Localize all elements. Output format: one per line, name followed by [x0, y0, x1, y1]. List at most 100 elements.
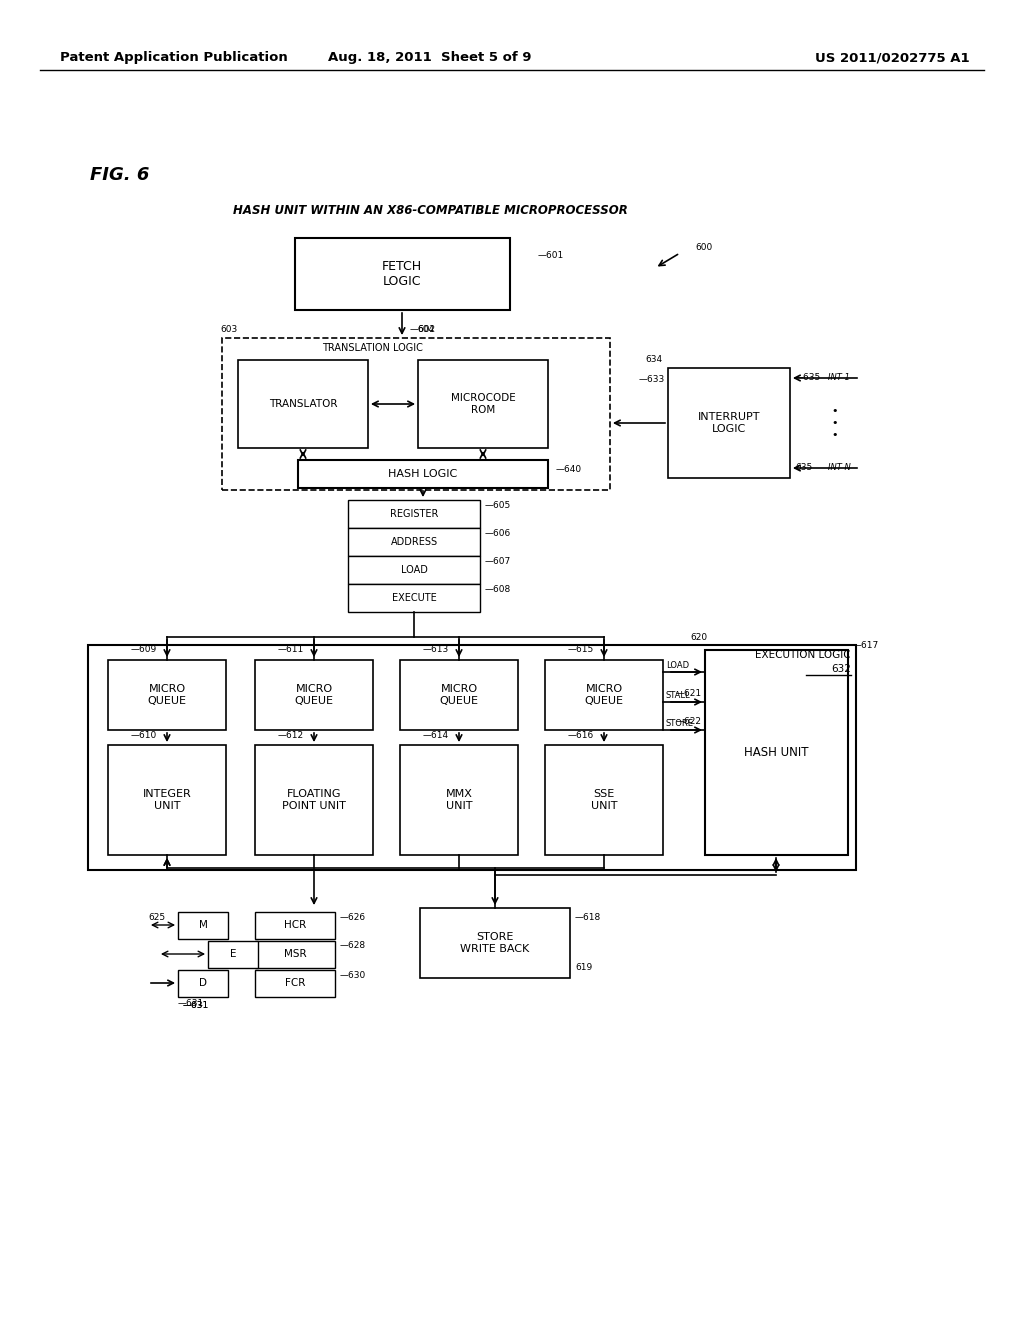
Text: MICROCODE
ROM: MICROCODE ROM: [451, 393, 515, 414]
Text: —618: —618: [575, 913, 601, 923]
Text: MSR: MSR: [284, 949, 306, 960]
Bar: [178, 970, 228, 997]
Text: US 2011/0202775 A1: US 2011/0202775 A1: [815, 51, 970, 65]
Text: —621: —621: [676, 689, 702, 698]
Text: MMX
UNIT: MMX UNIT: [445, 789, 472, 810]
Text: STORE: STORE: [666, 718, 694, 727]
Text: 634: 634: [646, 355, 663, 364]
Text: MICRO
QUEUE: MICRO QUEUE: [295, 684, 334, 706]
Text: —616: —616: [567, 730, 594, 739]
Text: INTERRUPT
LOGIC: INTERRUPT LOGIC: [697, 412, 760, 434]
Text: 600: 600: [695, 243, 713, 252]
Text: HASH LOGIC: HASH LOGIC: [388, 469, 458, 479]
Bar: [705, 649, 848, 855]
Text: —610: —610: [131, 730, 157, 739]
Text: —617: —617: [853, 640, 880, 649]
Bar: [348, 583, 480, 612]
Text: 603: 603: [220, 326, 238, 334]
Text: 620: 620: [690, 634, 708, 643]
Text: HASH UNIT: HASH UNIT: [743, 746, 808, 759]
Text: HASH UNIT WITHIN AN X86-COMPATIBLE MICROPROCESSOR: HASH UNIT WITHIN AN X86-COMPATIBLE MICRO…: [232, 203, 628, 216]
Bar: [108, 744, 226, 855]
Text: MICRO
QUEUE: MICRO QUEUE: [439, 684, 478, 706]
Text: INTEGER
UNIT: INTEGER UNIT: [142, 789, 191, 810]
Bar: [668, 368, 790, 478]
Text: —602: —602: [410, 326, 436, 334]
Bar: [238, 360, 368, 447]
Text: LOAD: LOAD: [666, 660, 689, 669]
Bar: [545, 660, 663, 730]
Bar: [255, 912, 335, 939]
Bar: [400, 744, 518, 855]
Text: MICRO
QUEUE: MICRO QUEUE: [147, 684, 186, 706]
Bar: [208, 941, 258, 968]
Text: TRANSLATOR: TRANSLATOR: [268, 399, 337, 409]
Text: —631: —631: [183, 1001, 209, 1010]
Text: INT 1: INT 1: [828, 374, 850, 383]
Text: —630: —630: [340, 970, 367, 979]
Bar: [348, 556, 480, 583]
Bar: [108, 660, 226, 730]
Text: Aug. 18, 2011  Sheet 5 of 9: Aug. 18, 2011 Sheet 5 of 9: [329, 51, 531, 65]
Bar: [255, 744, 373, 855]
Text: FLOATING
POINT UNIT: FLOATING POINT UNIT: [282, 789, 346, 810]
Text: —631: —631: [183, 1002, 209, 1011]
Text: REGISTER: REGISTER: [390, 510, 438, 519]
Text: —614: —614: [423, 730, 449, 739]
Text: 635: 635: [795, 463, 812, 473]
Text: E: E: [229, 949, 237, 960]
Text: —606: —606: [485, 529, 511, 539]
Bar: [88, 645, 856, 870]
Bar: [255, 941, 335, 968]
Bar: [255, 970, 335, 997]
Text: —611: —611: [278, 645, 304, 655]
Text: INT N: INT N: [828, 463, 851, 473]
Bar: [298, 459, 548, 488]
Text: FCR: FCR: [285, 978, 305, 987]
Bar: [400, 660, 518, 730]
Text: —613: —613: [423, 645, 449, 655]
Text: —615: —615: [567, 645, 594, 655]
Bar: [295, 238, 510, 310]
Text: Patent Application Publication: Patent Application Publication: [60, 51, 288, 65]
Text: —612: —612: [278, 730, 304, 739]
Bar: [222, 338, 610, 490]
Text: SSE
UNIT: SSE UNIT: [591, 789, 617, 810]
Text: —633: —633: [639, 375, 665, 384]
Text: —605: —605: [485, 502, 511, 511]
Text: MICRO
QUEUE: MICRO QUEUE: [585, 684, 624, 706]
Text: HCR: HCR: [284, 920, 306, 931]
Text: —609: —609: [131, 645, 157, 655]
Text: —601: —601: [538, 252, 564, 260]
Bar: [348, 528, 480, 556]
Bar: [545, 744, 663, 855]
Bar: [178, 912, 228, 939]
Text: TRANSLATION LOGIC: TRANSLATION LOGIC: [322, 343, 423, 352]
Text: FETCH
LOGIC: FETCH LOGIC: [382, 260, 422, 288]
Text: D: D: [199, 978, 207, 987]
Text: —631: —631: [178, 998, 204, 1007]
Text: —626: —626: [340, 912, 367, 921]
Text: EXECUTE: EXECUTE: [391, 593, 436, 603]
Text: EXECUTION LOGIC: EXECUTION LOGIC: [756, 649, 851, 660]
Bar: [348, 500, 480, 528]
Text: —622: —622: [676, 718, 702, 726]
Text: 619: 619: [575, 964, 592, 973]
Text: FIG. 6: FIG. 6: [90, 166, 150, 183]
Text: STALL: STALL: [666, 690, 690, 700]
Text: —640: —640: [556, 466, 582, 474]
Text: M: M: [199, 920, 208, 931]
Text: •
•
•: • • •: [831, 407, 839, 440]
Bar: [418, 360, 548, 447]
Text: —635: —635: [795, 374, 821, 383]
Text: —607: —607: [485, 557, 511, 566]
Bar: [255, 660, 373, 730]
Text: —608: —608: [485, 586, 511, 594]
Text: ADDRESS: ADDRESS: [390, 537, 437, 546]
Text: —628: —628: [340, 941, 367, 950]
Text: LOAD: LOAD: [400, 565, 427, 576]
Text: 625: 625: [148, 912, 165, 921]
Text: STORE
WRITE BACK: STORE WRITE BACK: [461, 932, 529, 954]
Bar: [420, 908, 570, 978]
Text: 604: 604: [417, 326, 434, 334]
